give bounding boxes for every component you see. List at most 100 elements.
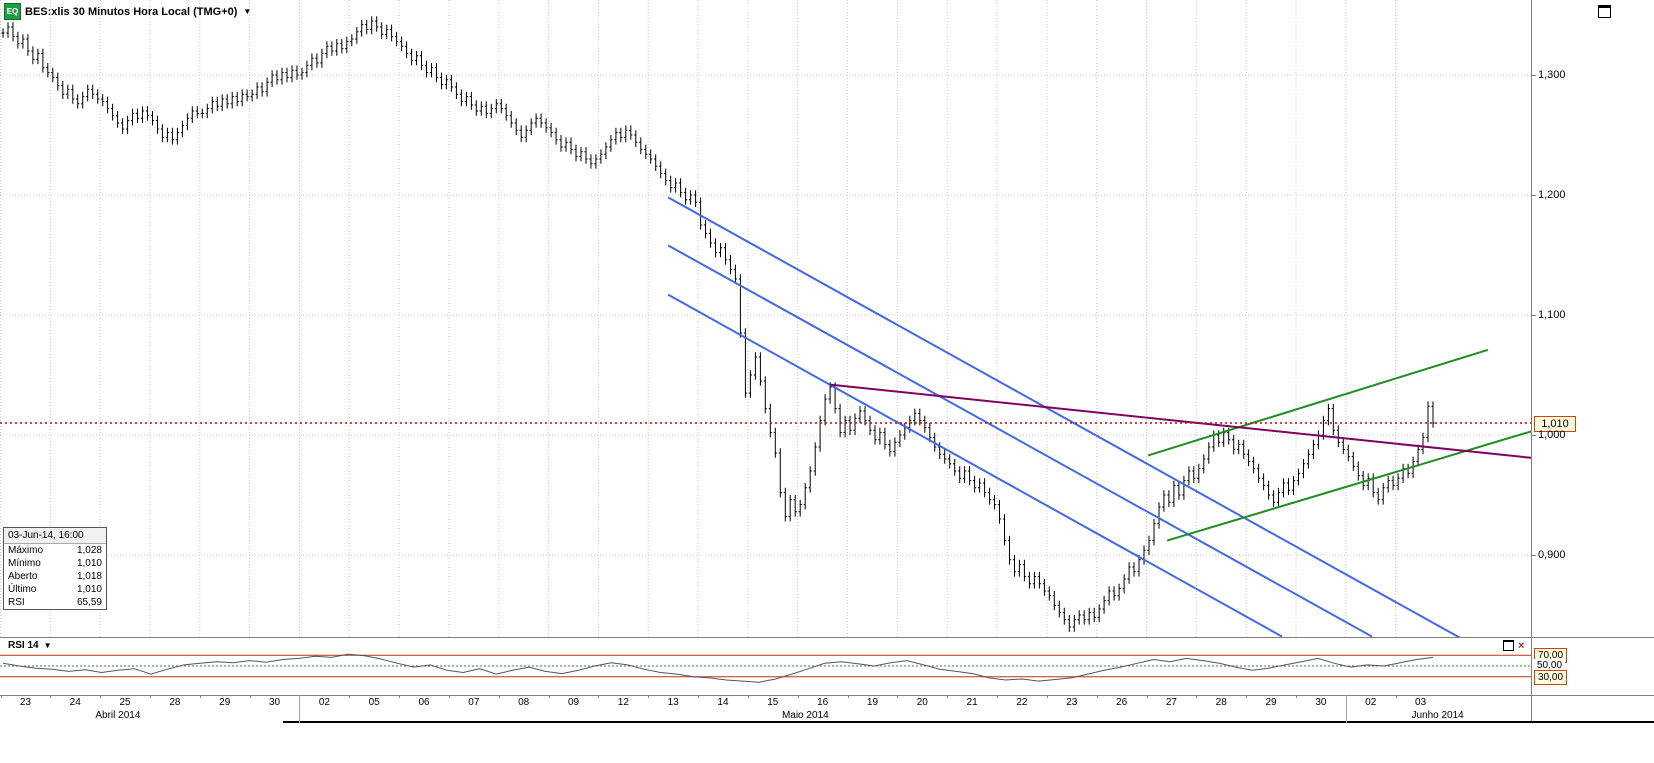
quote-row-rsi: RSI 65,59 bbox=[4, 596, 106, 609]
price-axis-label: 1,300 bbox=[1538, 69, 1566, 81]
time-axis-label: 07 bbox=[468, 697, 480, 708]
time-axis-tickmark bbox=[1296, 695, 1297, 698]
quote-label: Aberto bbox=[8, 571, 38, 582]
time-axis-months: Abril 2014 Maio 2014 Junho 2014 bbox=[0, 710, 1531, 722]
time-axis-tickmark bbox=[848, 695, 849, 698]
time-axis-tickmark bbox=[1047, 695, 1048, 698]
time-axis-label: 16 bbox=[817, 697, 829, 708]
month-label: Abril 2014 bbox=[95, 710, 141, 721]
price-axis: 1,010 1,300 1,200 1,100 1,000 0,900 bbox=[1532, 0, 1654, 637]
timeline-scrollbar[interactable] bbox=[283, 721, 1654, 723]
price-axis-tick bbox=[1532, 555, 1536, 556]
time-axis-tickmark bbox=[798, 695, 799, 698]
time-axis-label: 23 bbox=[19, 697, 31, 708]
trendline-blue-channel-1 bbox=[667, 196, 1461, 637]
quote-label: Máximo bbox=[8, 545, 44, 556]
time-axis-tickmark bbox=[349, 695, 350, 698]
month-label: Maio 2014 bbox=[781, 710, 829, 721]
trendline-green-channel-lower bbox=[1166, 430, 1531, 542]
time-axis-tickmark bbox=[449, 695, 450, 698]
chevron-down-icon[interactable]: ▼ bbox=[243, 6, 252, 16]
price-axis-tick bbox=[1532, 315, 1536, 316]
time-axis-label: 25 bbox=[119, 697, 131, 708]
quote-label: Último bbox=[8, 584, 37, 595]
time-axis-label: 28 bbox=[169, 697, 181, 708]
time-axis-tickmark bbox=[897, 695, 898, 698]
time-axis-label: 27 bbox=[1165, 697, 1177, 708]
rsi-panel-separator[interactable] bbox=[0, 637, 1654, 638]
month-label: Junho 2014 bbox=[1411, 710, 1464, 721]
quote-label: Mínimo bbox=[8, 558, 41, 569]
time-axis-tickmark bbox=[997, 695, 998, 698]
time-axis-label: 19 bbox=[866, 697, 879, 708]
time-axis-label: 02 bbox=[1365, 697, 1377, 708]
quote-value: 1,010 bbox=[76, 584, 102, 595]
chevron-down-icon[interactable]: ▼ bbox=[43, 640, 52, 650]
time-axis-label: 05 bbox=[368, 697, 380, 708]
time-axis-label: 14 bbox=[717, 697, 729, 708]
quote-value: 1,010 bbox=[76, 558, 102, 569]
time-axis-label: 09 bbox=[567, 697, 580, 708]
time-axis-tickmark bbox=[100, 695, 101, 698]
quote-row-ultimo: Último 1,010 bbox=[4, 583, 106, 596]
time-axis-label: 03 bbox=[1414, 697, 1427, 708]
time-axis-tickmark bbox=[598, 695, 599, 698]
equity-type-icon: EQ bbox=[4, 3, 21, 20]
rsi-line bbox=[2, 653, 1434, 683]
trendline-purple-resistance bbox=[829, 383, 1531, 459]
time-axis-tickmark bbox=[648, 695, 649, 698]
month-divider bbox=[299, 695, 300, 723]
time-axis-label: 06 bbox=[418, 697, 430, 708]
time-axis-tickmark bbox=[748, 695, 749, 698]
time-axis-label: 22 bbox=[1016, 697, 1028, 708]
time-axis-label: 30 bbox=[268, 697, 281, 708]
time-axis-label: 02 bbox=[318, 697, 330, 708]
price-axis-separator bbox=[1531, 0, 1532, 723]
month-divider bbox=[1346, 695, 1347, 723]
time-axis-label: 15 bbox=[767, 697, 779, 708]
time-axis-tickmark bbox=[399, 695, 400, 698]
time-axis-separator bbox=[0, 695, 1654, 696]
time-axis-tickmark bbox=[1147, 695, 1148, 698]
time-axis-tickmark bbox=[549, 695, 550, 698]
quote-row-maximo: Máximo 1,028 bbox=[4, 544, 106, 557]
time-axis-ticks: 23 24 25 28 29 30 02 05 06 07 08 09 12 13 14 15 16 19 20 21… bbox=[0, 695, 1531, 709]
time-axis-tickmark bbox=[1, 695, 2, 698]
chart-header: EQ BES:xlis 30 Minutos Hora Local (TMG+0… bbox=[4, 3, 251, 20]
quote-value: 1,028 bbox=[76, 545, 102, 556]
price-axis-label: 0,900 bbox=[1538, 549, 1566, 562]
time-axis-label: 24 bbox=[69, 697, 81, 708]
rsi-indicator-label[interactable]: RSI 14 ▼ bbox=[8, 640, 52, 651]
rsi-chart-canvas[interactable] bbox=[0, 638, 1531, 695]
time-axis-label: 20 bbox=[916, 697, 928, 708]
quote-info-box: 03-Jun-14, 16:00 Máximo 1,028 Mínimo 1,0… bbox=[3, 527, 107, 610]
time-axis-label: 29 bbox=[219, 697, 231, 708]
quote-value: 65,59 bbox=[76, 597, 102, 608]
time-axis-tickmark bbox=[698, 695, 699, 698]
time-axis-tickmark bbox=[1396, 695, 1397, 698]
price-chart-canvas[interactable] bbox=[0, 0, 1531, 637]
time-axis-label: 23 bbox=[1066, 697, 1078, 708]
rsi-restore-icon[interactable] bbox=[1503, 640, 1514, 651]
price-bars bbox=[1, 16, 1435, 632]
time-axis-label: 26 bbox=[1116, 697, 1128, 708]
chart-title[interactable]: BES:xlis 30 Minutos Hora Local (TMG+0) bbox=[25, 5, 238, 18]
price-axis-label: 1,100 bbox=[1538, 309, 1566, 322]
trendline-blue-channel-3 bbox=[667, 293, 1283, 637]
time-axis-label: 21 bbox=[966, 697, 978, 708]
time-axis-label: 08 bbox=[518, 697, 530, 708]
price-axis-label: 1,000 bbox=[1538, 429, 1566, 442]
trendline-blue-channel-2 bbox=[667, 244, 1373, 637]
time-axis-tickmark bbox=[1097, 695, 1098, 698]
rsi-close-icon[interactable]: × bbox=[1518, 639, 1525, 652]
rsi-level-label: 30,00 bbox=[1534, 669, 1568, 685]
price-axis-label: 1,200 bbox=[1538, 189, 1566, 201]
time-axis-label: 12 bbox=[617, 697, 629, 708]
quote-value: 1,018 bbox=[76, 571, 102, 582]
time-axis-label: 28 bbox=[1215, 697, 1227, 708]
time-axis-tickmark bbox=[50, 695, 51, 698]
rsi-panel-buttons: × bbox=[1503, 640, 1524, 651]
time-axis-label: 29 bbox=[1265, 697, 1277, 708]
rsi-level-label: 50,00 bbox=[1534, 659, 1566, 672]
restore-window-icon[interactable] bbox=[1598, 5, 1611, 18]
